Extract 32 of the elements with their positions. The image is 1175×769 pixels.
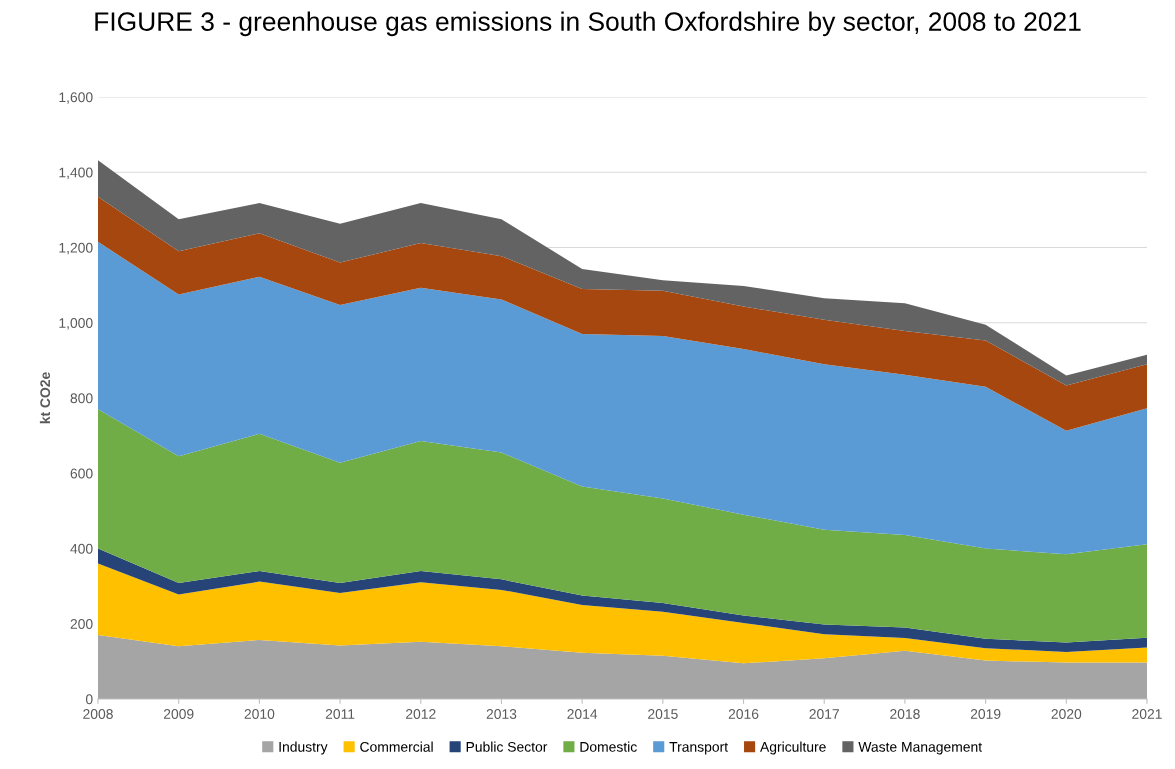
y-tick-label: 600 (70, 468, 93, 479)
legend-label: Transport (669, 742, 728, 755)
x-tick-label: 2019 (970, 709, 1001, 719)
x-tick-label: 2018 (890, 709, 920, 719)
x-tick-label: 2015 (648, 709, 678, 719)
x-tick-label: 2017 (809, 709, 839, 719)
legend-label: Waste Management (858, 742, 982, 755)
legend-label: Commercial (360, 741, 433, 752)
y-tick-label: 1,600 (59, 92, 93, 104)
y-tick-label: 800 (70, 393, 93, 404)
legend-label: Domestic (580, 741, 637, 752)
y-tick-label: 400 (70, 543, 93, 554)
chart-title: FIGURE 3 - greenhouse gas emissions in South Oxfordshire by sector, 2008 to 2021 (95, 11, 1081, 37)
x-tick-label: 2016 (728, 709, 759, 719)
x-tick-label: 2009 (163, 709, 194, 719)
x-tick-label: 2010 (244, 709, 275, 719)
y-tick-label: 1,200 (59, 242, 93, 255)
x-tick-label: 2011 (325, 709, 355, 719)
x-tick-label: 2012 (406, 709, 436, 719)
x-tick-label: 2020 (1051, 709, 1082, 719)
y-tick-label: 0 (85, 694, 93, 705)
x-tick-label: 2008 (83, 709, 113, 719)
y-tick-label: 200 (70, 619, 93, 629)
x-tick-label: 2021 (1132, 709, 1162, 719)
legend-label: Industry (279, 741, 328, 755)
y-axis-title: kt CO2e (39, 372, 51, 424)
x-tick-label: 2013 (486, 709, 517, 719)
y-tick-label: 1,000 (59, 318, 93, 330)
legend-label: Public Sector (466, 741, 548, 752)
x-tick-label: 2014 (567, 709, 598, 719)
legend-label: Agriculture (760, 741, 826, 755)
y-tick-label: 1,400 (59, 167, 93, 180)
